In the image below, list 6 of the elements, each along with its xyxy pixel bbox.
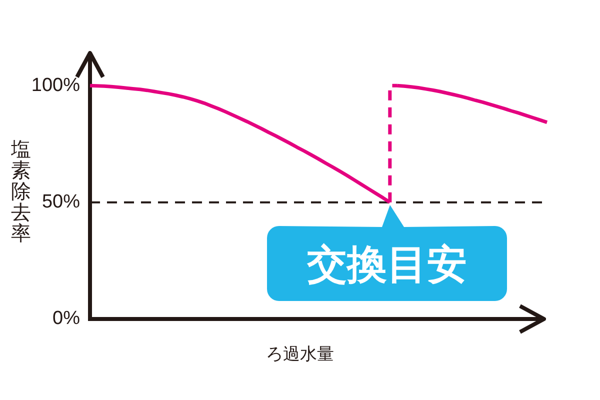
annotation: 交換目安 — [306, 242, 467, 288]
y-tick-label: 0% — [52, 308, 80, 330]
x-axis-title: ろ過水量 — [266, 344, 334, 364]
y-tick-label: 100% — [31, 74, 80, 96]
y-axis-title: 塩素除去率 — [11, 136, 31, 245]
y-tick-label: 50% — [42, 192, 80, 213]
